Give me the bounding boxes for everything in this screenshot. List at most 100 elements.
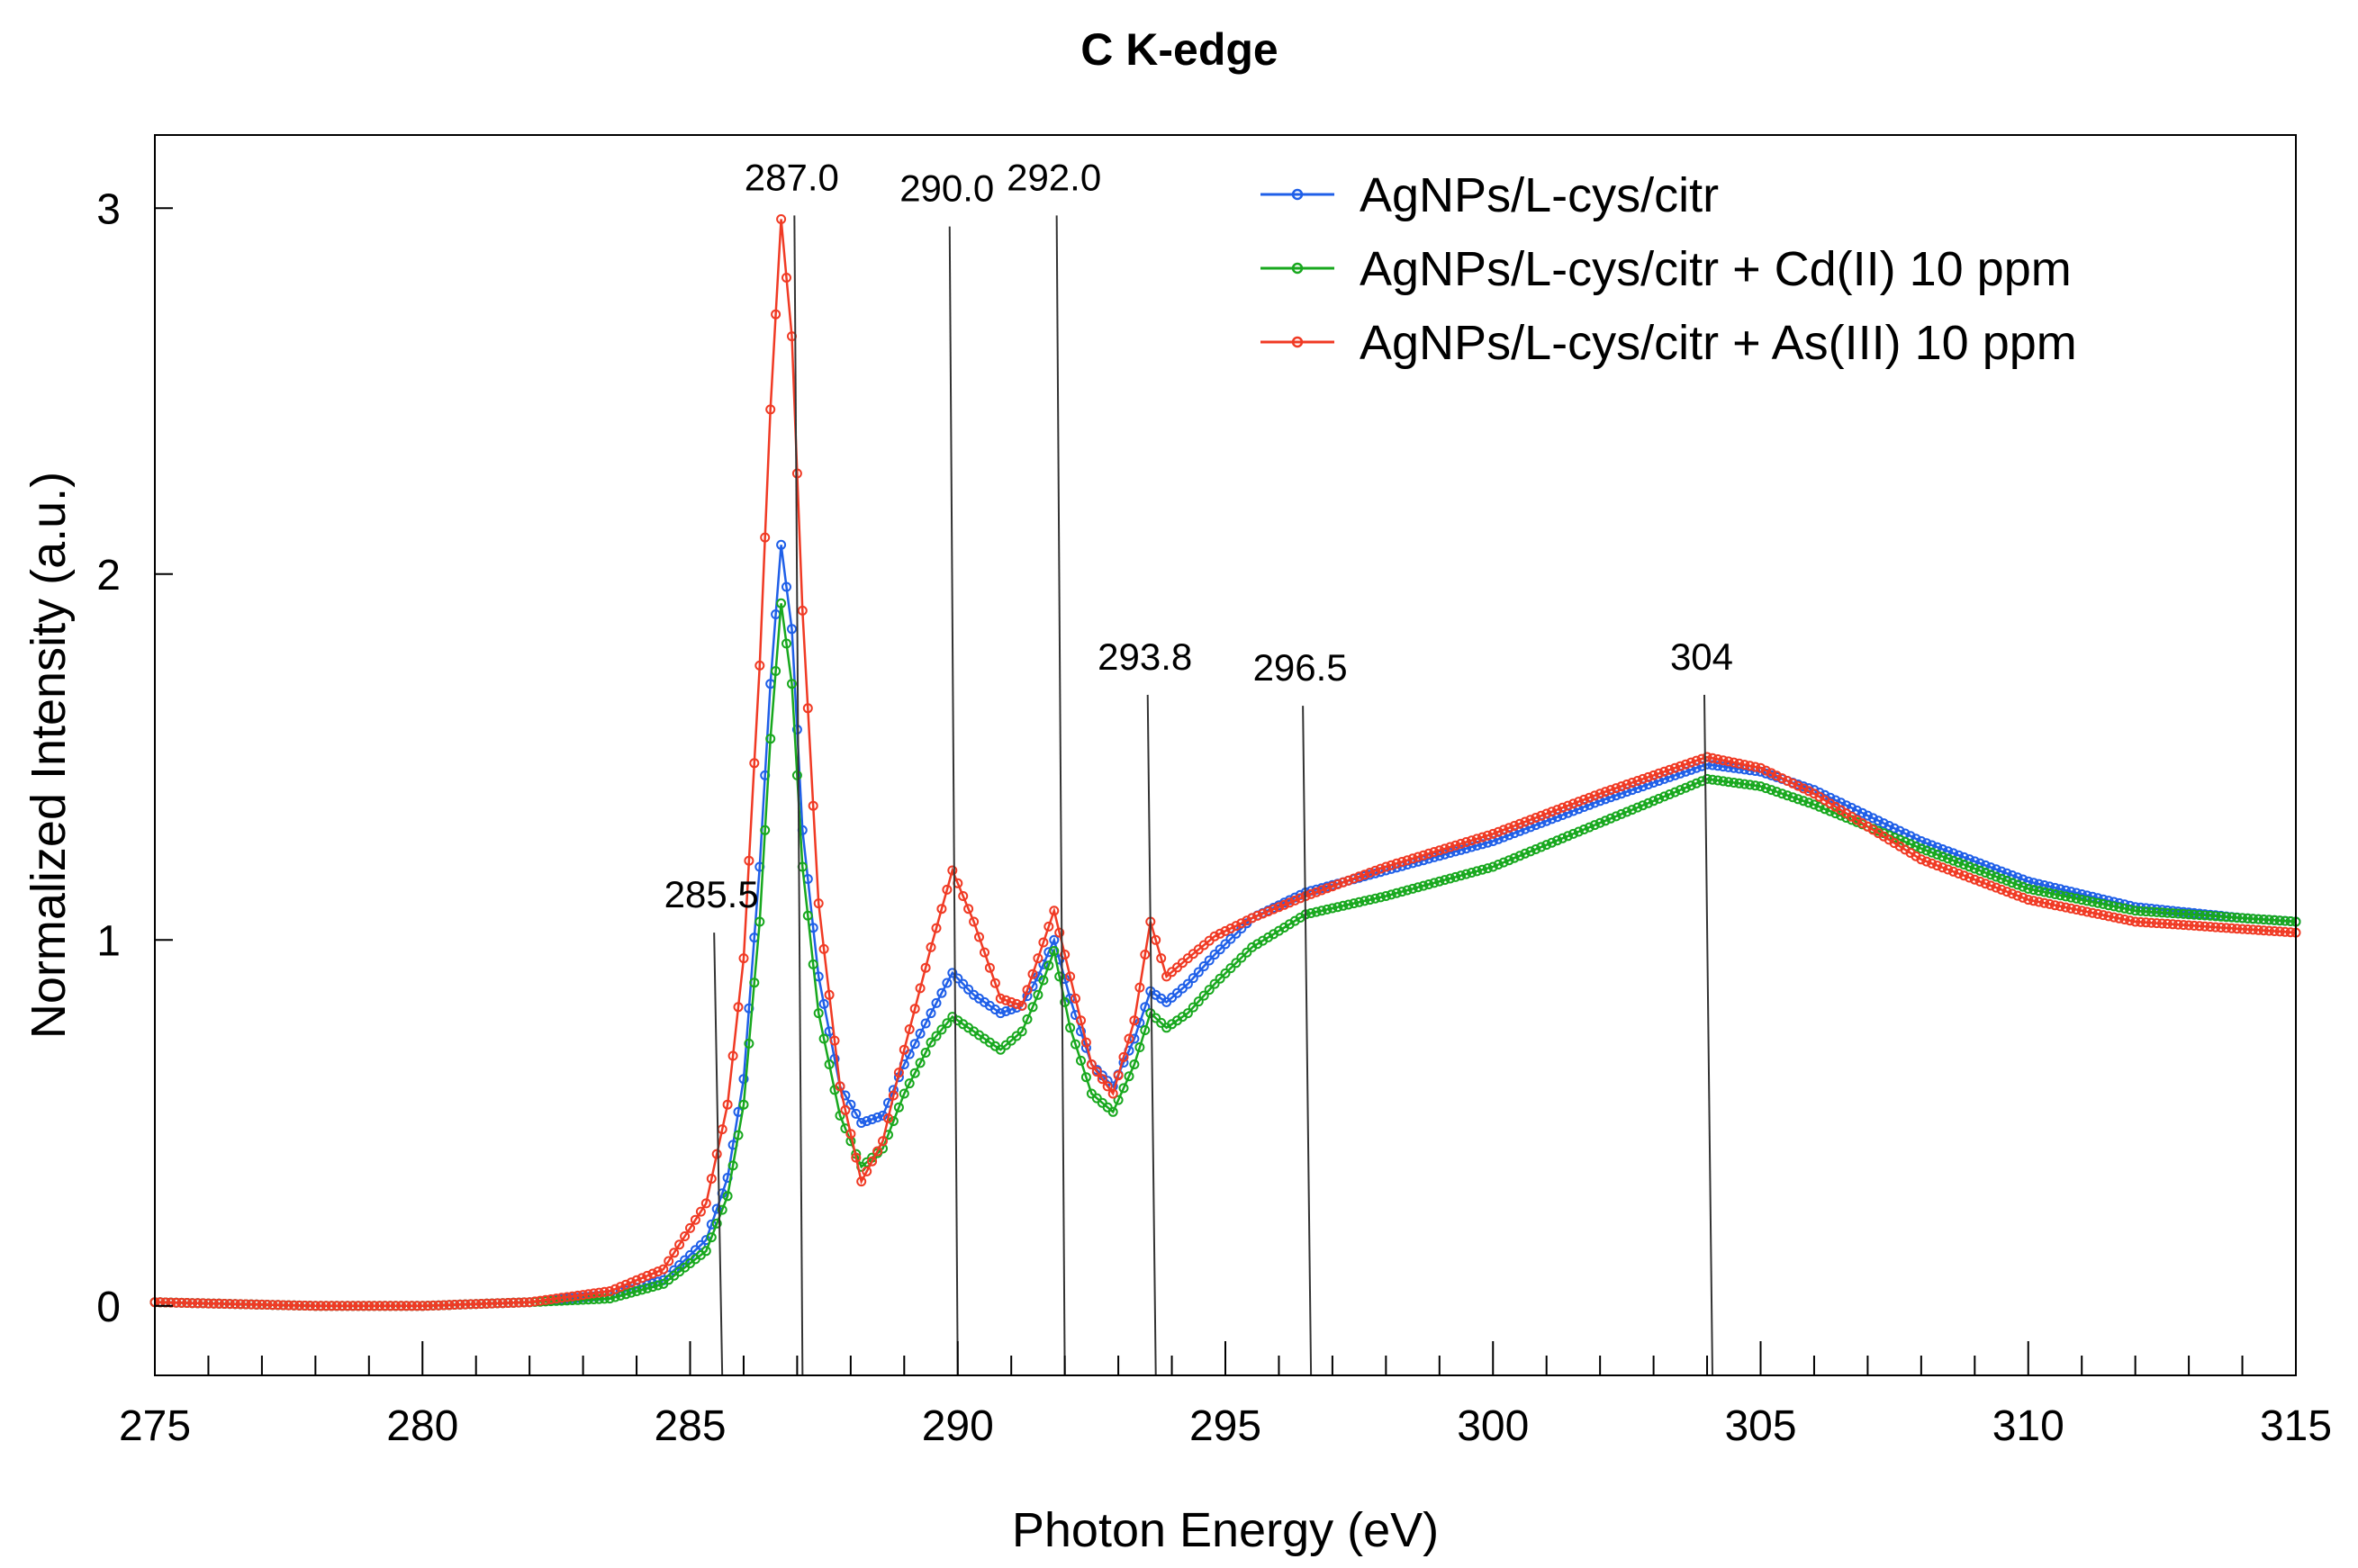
data-point xyxy=(1605,813,1616,824)
data-point xyxy=(1514,851,1525,861)
reference-line xyxy=(1055,215,1066,1376)
data-point xyxy=(604,1286,615,1296)
data-point xyxy=(904,1024,915,1034)
data-point xyxy=(1188,973,1198,984)
data-point xyxy=(1552,805,1563,816)
data-point xyxy=(1750,780,1761,791)
data-point xyxy=(1616,781,1627,792)
data-point xyxy=(1107,1088,1118,1099)
data-point xyxy=(1932,861,1943,871)
data-point xyxy=(1611,783,1622,794)
data-point xyxy=(776,539,787,550)
data-point xyxy=(695,1239,706,1250)
data-point xyxy=(1129,1015,1140,1026)
data-point xyxy=(1252,910,1263,921)
data-point xyxy=(417,1301,428,1311)
data-point xyxy=(1632,802,1643,813)
data-point xyxy=(1482,830,1493,841)
data-point xyxy=(653,1280,664,1291)
data-point xyxy=(1370,893,1380,904)
data-point xyxy=(1547,807,1558,817)
data-point xyxy=(375,1301,385,1311)
data-point xyxy=(856,1118,867,1128)
data-point xyxy=(1140,1025,1151,1035)
data-point xyxy=(2055,890,2065,901)
data-point xyxy=(1927,847,1938,858)
data-point xyxy=(926,1037,936,1048)
data-point xyxy=(2194,910,2205,921)
data-point xyxy=(893,1102,904,1113)
data-point xyxy=(315,1301,326,1311)
data-point xyxy=(1011,998,1022,1009)
data-point xyxy=(674,1260,685,1270)
data-point xyxy=(1991,882,2001,893)
data-point xyxy=(2018,881,2028,892)
data-point xyxy=(829,1053,840,1064)
data-point xyxy=(2151,918,2162,929)
legend-marker xyxy=(1291,336,1304,348)
data-point xyxy=(642,1270,653,1281)
data-point xyxy=(1509,852,1520,863)
data-point xyxy=(1445,842,1456,852)
data-point xyxy=(1338,877,1349,888)
data-point xyxy=(760,532,771,543)
data-point xyxy=(2167,919,2178,930)
data-point xyxy=(2034,879,2045,889)
data-point xyxy=(1482,863,1493,874)
data-point xyxy=(2210,922,2221,933)
data-point xyxy=(744,1038,754,1049)
data-point xyxy=(1493,826,1504,837)
data-point xyxy=(744,855,754,866)
data-point xyxy=(1729,757,1739,768)
data-point xyxy=(449,1300,460,1310)
data-point xyxy=(1627,805,1638,816)
data-point xyxy=(1076,1055,1086,1066)
data-point xyxy=(422,1301,433,1311)
legend-marker xyxy=(1291,188,1304,201)
reference-line xyxy=(1146,694,1157,1376)
data-point xyxy=(2189,909,2200,920)
data-point xyxy=(1134,982,1145,993)
data-point xyxy=(931,997,942,1008)
data-point xyxy=(984,962,995,973)
data-point xyxy=(1156,1017,1167,1028)
x-tick-label: 290 xyxy=(922,1402,994,1450)
data-point xyxy=(690,1245,700,1256)
data-point xyxy=(1204,955,1215,966)
data-point xyxy=(1954,857,1964,868)
data-point xyxy=(1118,1083,1129,1094)
x-tick-label: 310 xyxy=(1992,1402,2064,1450)
data-point xyxy=(348,1301,358,1311)
data-point xyxy=(1948,855,1958,866)
data-point xyxy=(980,947,989,958)
data-point xyxy=(1756,781,1766,792)
data-point xyxy=(711,1203,722,1214)
data-point xyxy=(700,1246,711,1257)
data-point xyxy=(1669,787,1680,798)
x-tick-label: 280 xyxy=(386,1402,458,1450)
data-point xyxy=(203,1298,213,1309)
data-point xyxy=(1782,776,1793,786)
data-point xyxy=(2055,901,2065,912)
data-point xyxy=(878,1136,888,1147)
data-point xyxy=(342,1301,353,1311)
data-point xyxy=(1263,906,1274,917)
data-point xyxy=(2065,892,2076,903)
data-point xyxy=(2141,917,2151,928)
data-point xyxy=(760,825,771,835)
data-point xyxy=(926,942,936,952)
data-point xyxy=(915,983,926,994)
data-point xyxy=(647,1268,658,1279)
data-point xyxy=(711,1218,722,1229)
data-point xyxy=(1258,908,1269,919)
data-point xyxy=(626,1277,637,1288)
x-tick-label: 305 xyxy=(1724,1402,1796,1450)
data-point xyxy=(2001,875,2012,886)
data-point xyxy=(674,1239,685,1250)
data-point xyxy=(878,1110,888,1121)
data-point xyxy=(931,1031,942,1041)
data-point xyxy=(1311,887,1322,897)
data-point xyxy=(765,404,776,415)
data-point xyxy=(1289,895,1300,906)
